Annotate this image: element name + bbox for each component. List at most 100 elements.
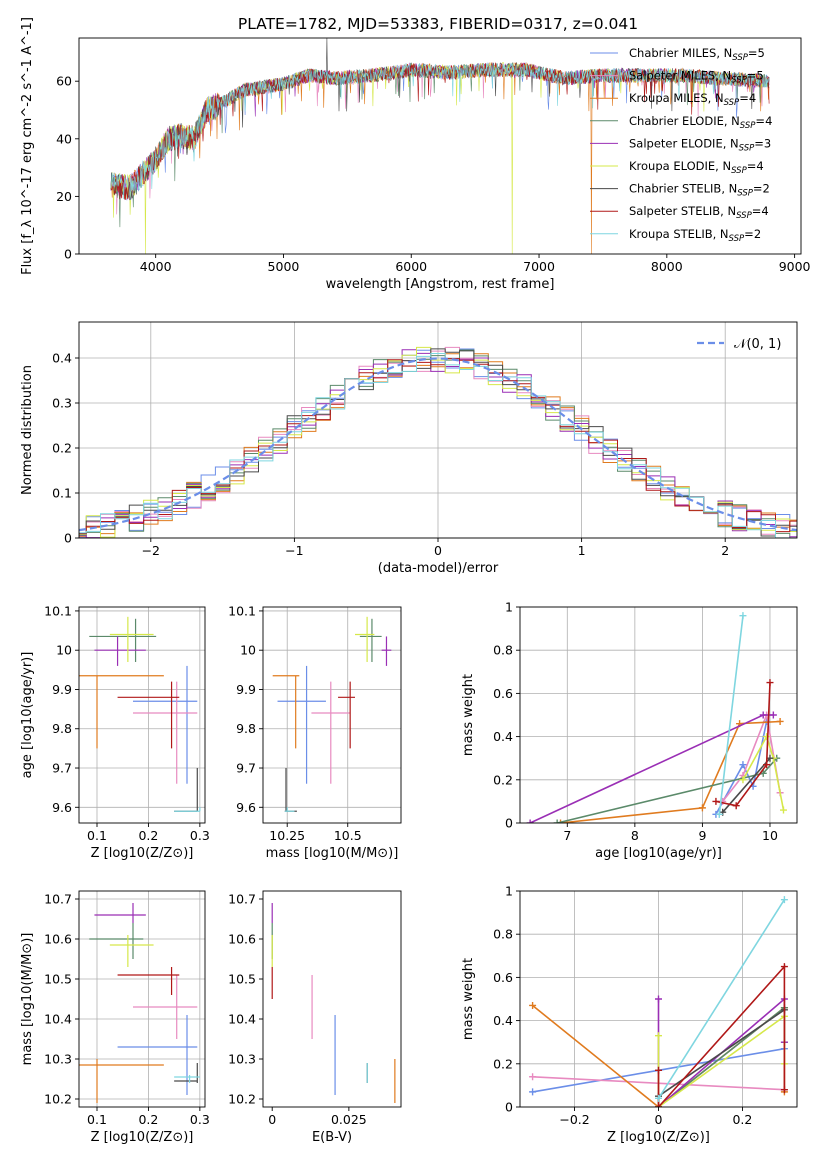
legend-entry: Salpeter STELIB, NSSP=4	[629, 204, 769, 221]
y-tick-label: 0.8	[493, 927, 513, 942]
weight-marker	[739, 612, 747, 620]
weight-marker	[529, 1073, 537, 1081]
x-tick-label: 0.1	[87, 828, 107, 843]
histogram-step	[79, 348, 797, 538]
x-tick-label: 8000	[651, 259, 683, 274]
histogram-step	[79, 358, 797, 534]
x-tick-label: 0.2	[732, 1112, 752, 1127]
weight-lines	[529, 896, 788, 1107]
x-tick-label: 0	[268, 1112, 276, 1127]
axes-frame	[519, 606, 798, 824]
weight-lines	[526, 612, 787, 823]
y-tick-label: 0	[505, 1100, 513, 1115]
y-tick-label: 0.3	[52, 396, 72, 411]
legend-entry: Kroupa MILES, NSSP=4	[629, 91, 756, 108]
figure-title: PLATE=1782, MJD=53383, FIBERID=0317, z=0…	[238, 15, 638, 33]
weight-marker	[557, 819, 565, 823]
y-tick-label: 10.5	[44, 972, 72, 987]
y-tick-label: 10.7	[44, 892, 72, 907]
age-vs-Z-panel: 0.1 0.2 0.3 9.6 9.7 9.8 9.9 10 10.1 Z [log10(Z/Z⊙…	[20, 603, 210, 861]
x-tick-label: 4000	[140, 259, 172, 274]
y-tick-label: 40	[56, 131, 72, 146]
x-tick-label: −0.2	[559, 1112, 589, 1127]
age-vs-mass-panel: 10.25 10.5 9.6 9.7 9.8 9.9 10 10.1 mass [log10(M…	[228, 603, 402, 861]
y-tick-label: 0	[64, 247, 72, 262]
y-tick-label: 0.1	[52, 486, 72, 501]
legend-entry: Chabrier ELODIE, NSSP=4	[629, 114, 772, 131]
y-axis-label: Flux [f_λ 10^-17 erg cm^-2 s^-1 A^-1]	[20, 17, 35, 275]
x-tick-label: 1	[578, 543, 586, 558]
spectrum-line	[110, 62, 770, 201]
y-axis-label: Normed distribution	[20, 365, 35, 495]
weight-marker	[763, 761, 771, 769]
errorbar-group	[79, 616, 201, 812]
y-tick-label: 0.4	[493, 1013, 513, 1028]
x-tick-label: 9000	[779, 259, 811, 274]
x-tick-label: 9	[698, 828, 706, 843]
weight-vs-Z-panel: −0.2 0 0.2 0 0.2 0.4 0.6 0.8 1 Z [log10(Z/Z⊙)] mas…	[461, 884, 798, 1145]
y-tick-label: 10.3	[228, 1052, 256, 1067]
x-tick-label: 7000	[523, 259, 555, 274]
y-tick-label: 10	[56, 643, 72, 658]
histogram-step	[79, 353, 797, 538]
y-tick-label: 0	[505, 816, 513, 831]
y-tick-label: 10.1	[228, 603, 256, 618]
y-tick-label: 9.7	[236, 761, 256, 776]
errorbar-group	[272, 616, 392, 812]
y-tick-label: 60	[56, 74, 72, 89]
weight-marker	[766, 679, 774, 687]
spectrum-lines	[110, 38, 770, 254]
y-tick-label: 0.6	[493, 686, 513, 701]
weight-marker	[712, 797, 720, 805]
weight-marker	[529, 1001, 537, 1009]
x-tick-label: 2	[721, 543, 729, 558]
x-tick-label: 0.025	[331, 1112, 367, 1127]
x-axis-label: Z [log10(Z/Z⊙)]	[91, 846, 194, 861]
x-tick-label: 0.3	[190, 828, 210, 843]
weight-marker	[776, 717, 784, 725]
y-tick-label: 9.8	[52, 721, 72, 736]
weight-marker	[553, 819, 561, 823]
y-tick-label: 20	[56, 189, 72, 204]
y-tick-label: 9.9	[236, 682, 256, 697]
x-axis-label: E(B-V)	[312, 1130, 352, 1145]
y-tick-label: 0.4	[52, 351, 72, 366]
weight-vs-age-panel: 7 8 9 10 0 0.2 0.4 0.6 0.8 1 age [log10(age/yr)] ma…	[461, 600, 798, 861]
spectrum-legend: Chabrier MILES, NSSP=5 Salpeter MILES, NS…	[590, 46, 772, 244]
y-tick-label: 0.4	[493, 729, 513, 744]
y-tick-label: 10.6	[228, 932, 256, 947]
y-tick-label: 0.2	[493, 772, 513, 787]
x-axis-label: (data-model)/error	[378, 561, 499, 576]
weight-marker	[526, 819, 534, 823]
y-tick-label: 9.9	[52, 682, 72, 697]
weight-line	[722, 712, 781, 802]
y-tick-label: 9.6	[52, 800, 72, 815]
mass-vs-Z-panel: 0.1 0.2 0.3 10.2 10.3 10.4 10.5 10.6 10.7 Z [log1…	[20, 890, 210, 1145]
x-tick-label: 0.2	[138, 828, 158, 843]
weight-line	[722, 757, 771, 813]
x-axis-label: Z [log10(Z/Z⊙)]	[91, 1130, 194, 1145]
residuals-panel: −2 −1 0 1 2 0 0.1 0.2 0.3 0.4 (data-model)/error No…	[20, 321, 798, 576]
x-axis-label: wavelength [Angstrom, rest frame]	[326, 277, 555, 292]
y-tick-label: 0.2	[52, 441, 72, 456]
y-tick-label: 10.2	[44, 1092, 72, 1107]
x-tick-label: 0	[434, 543, 442, 558]
legend-entry: Salpeter MILES, NSSP=5	[629, 69, 764, 86]
legend-entry: Kroupa ELODIE, NSSP=4	[629, 159, 764, 176]
x-tick-label: −1	[285, 543, 303, 558]
y-tick-label: 9.7	[52, 761, 72, 776]
weight-marker	[655, 1066, 662, 1074]
x-tick-label: −2	[142, 543, 160, 558]
x-tick-label: 0	[655, 1112, 663, 1127]
legend-entry: Kroupa STELIB, NSSP=2	[629, 227, 761, 244]
y-tick-label: 0.6	[493, 970, 513, 985]
y-axis-label: mass weight	[461, 674, 476, 756]
histogram-step	[79, 349, 797, 538]
y-tick-label: 0.8	[493, 643, 513, 658]
normal-curve	[79, 357, 797, 532]
x-axis-label: mass [log10(M/M⊙)]	[266, 846, 399, 861]
x-tick-label: 7	[563, 828, 571, 843]
axes-frame	[262, 606, 402, 824]
x-axis-label: Z [log10(Z/Z⊙)]	[607, 1130, 710, 1145]
